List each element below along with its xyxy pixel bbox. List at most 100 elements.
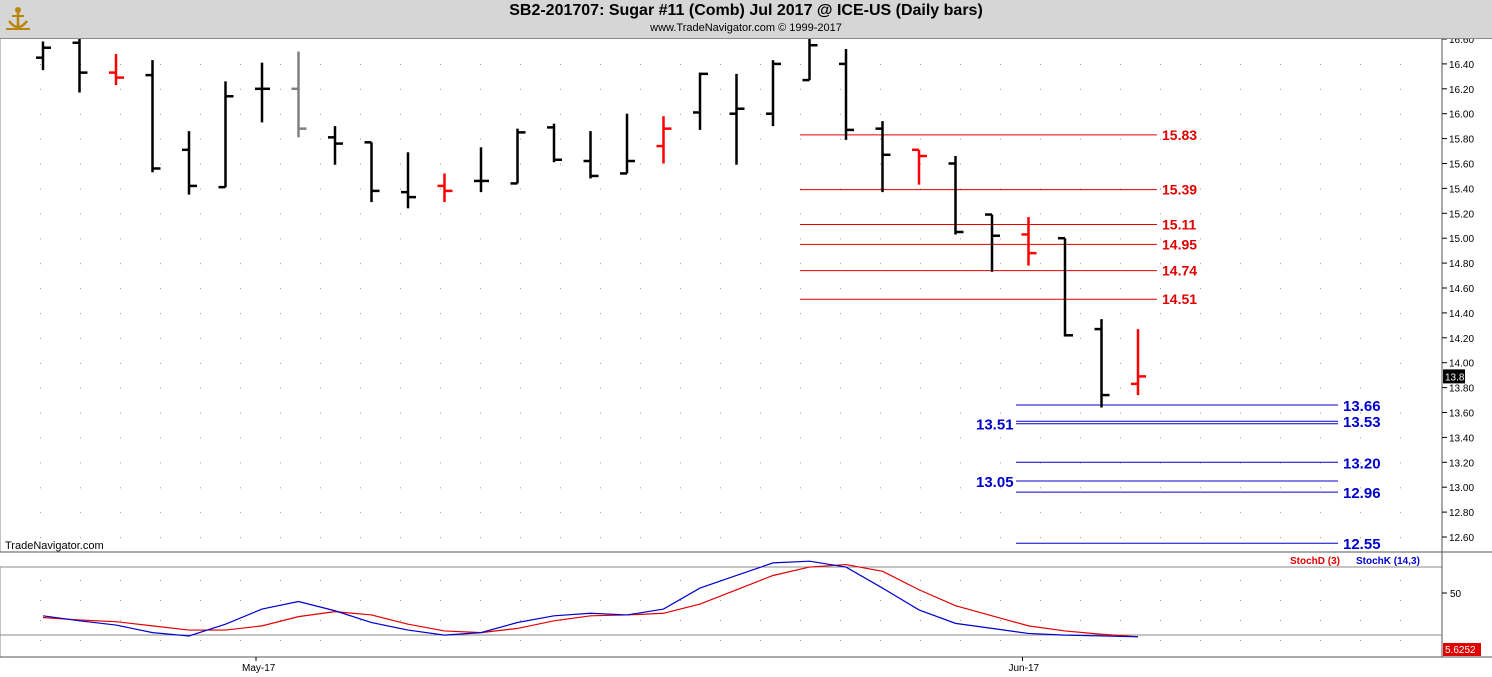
grid-dot <box>280 600 281 601</box>
grid-dot <box>800 412 801 414</box>
grid-dot <box>1160 337 1161 339</box>
grid-dot <box>320 462 321 464</box>
grid-dot <box>280 263 281 265</box>
chart-header: SB2-201707: Sugar #11 (Comb) Jul 2017 @ … <box>0 0 1492 39</box>
grid-dot <box>520 88 521 90</box>
grid-dot <box>720 313 721 314</box>
grid-dot <box>800 462 801 464</box>
grid-dot <box>40 288 41 290</box>
grid-dot <box>960 640 961 641</box>
y-tick-label: 13.80 <box>1449 384 1474 395</box>
grid-dot <box>120 600 121 601</box>
grid-dot <box>720 238 721 240</box>
y-tick-label: 16.60 <box>1449 35 1474 46</box>
grid-dot <box>1120 462 1121 464</box>
grid-dot <box>120 288 121 290</box>
grid-dot <box>720 88 721 90</box>
grid-dot <box>560 138 561 140</box>
grid-dot <box>480 213 481 215</box>
grid-dot <box>960 238 961 240</box>
grid-dot <box>840 600 841 601</box>
grid-dot <box>480 288 481 290</box>
grid-dot <box>240 580 241 581</box>
grid-dot <box>120 113 121 115</box>
grid-dot <box>320 580 321 581</box>
grid-dot <box>1040 288 1041 290</box>
grid-dot <box>40 537 41 539</box>
grid-dot <box>1000 600 1001 601</box>
grid-dot <box>560 640 561 641</box>
grid-dot <box>680 412 681 414</box>
grid-dot <box>1120 138 1121 140</box>
grid-dot <box>520 138 521 140</box>
grid-dot <box>960 362 961 364</box>
grid-dot <box>960 412 961 414</box>
grid-dot <box>240 437 241 439</box>
grid-dot <box>280 580 281 581</box>
grid-dot <box>600 188 601 190</box>
grid-dot <box>1080 512 1081 514</box>
grid-dot <box>880 113 881 115</box>
grid-dot <box>40 163 41 165</box>
ohlc-bar <box>474 147 489 193</box>
grid-dot <box>80 113 81 115</box>
stoch-d-line <box>42 563 1139 638</box>
grid-dot <box>1280 537 1281 539</box>
grid-dot <box>800 512 801 514</box>
grid-dot <box>1160 263 1161 265</box>
grid-dot <box>1240 337 1241 339</box>
grid-dot <box>640 512 641 514</box>
grid-dot <box>240 362 241 364</box>
grid-dot <box>560 163 561 165</box>
grid-dot <box>1400 537 1401 539</box>
grid-dot <box>200 640 201 641</box>
grid-dot <box>640 138 641 140</box>
grid-dot <box>240 88 241 90</box>
grid-dot <box>240 600 241 601</box>
grid-dot <box>1320 537 1321 539</box>
grid-dot <box>440 88 441 90</box>
grid-dot <box>560 387 561 389</box>
grid-dot <box>1400 88 1401 90</box>
grid-dot <box>1000 537 1001 539</box>
grid-dot <box>1080 88 1081 90</box>
grid-dot <box>640 337 641 339</box>
grid-dot <box>1160 620 1161 621</box>
grid-dot <box>720 512 721 514</box>
grid-dot <box>1120 213 1121 215</box>
grid-dot <box>440 313 441 314</box>
grid-dot <box>600 640 601 641</box>
grid-dot <box>480 437 481 439</box>
ohlc-bar <box>145 60 161 173</box>
grid-dot <box>880 580 881 581</box>
grid-dot <box>680 487 681 489</box>
grid-dot <box>720 600 721 601</box>
grid-dot <box>320 64 321 65</box>
grid-dot <box>1080 580 1081 581</box>
ohlc-bar <box>109 53 124 86</box>
grid-dot <box>1040 362 1041 364</box>
grid-dot <box>80 387 81 389</box>
ohlc-bar <box>218 81 234 189</box>
grid-dot <box>960 437 961 439</box>
grid-dot <box>1280 113 1281 115</box>
grid-dot <box>760 64 761 65</box>
grid-dot <box>880 362 881 364</box>
grid-dot <box>1280 580 1281 581</box>
grid-dot <box>1360 362 1361 364</box>
ohlc-bar <box>291 51 307 138</box>
grid-dot <box>200 462 201 464</box>
y-tick-label: 15.80 <box>1449 135 1474 146</box>
grid-dot <box>1000 412 1001 414</box>
grid-dot <box>1200 412 1201 414</box>
legend-stoch-d: StochD (3) <box>1290 556 1340 567</box>
grid-dot <box>600 313 601 314</box>
grid-dot <box>320 263 321 265</box>
grid-dot <box>320 113 321 115</box>
grid-dot <box>880 620 881 621</box>
grid-dot <box>760 313 761 314</box>
grid-dot <box>1320 238 1321 240</box>
grid-dot <box>440 138 441 140</box>
grid-dot <box>760 88 761 90</box>
grid-dot <box>80 263 81 265</box>
